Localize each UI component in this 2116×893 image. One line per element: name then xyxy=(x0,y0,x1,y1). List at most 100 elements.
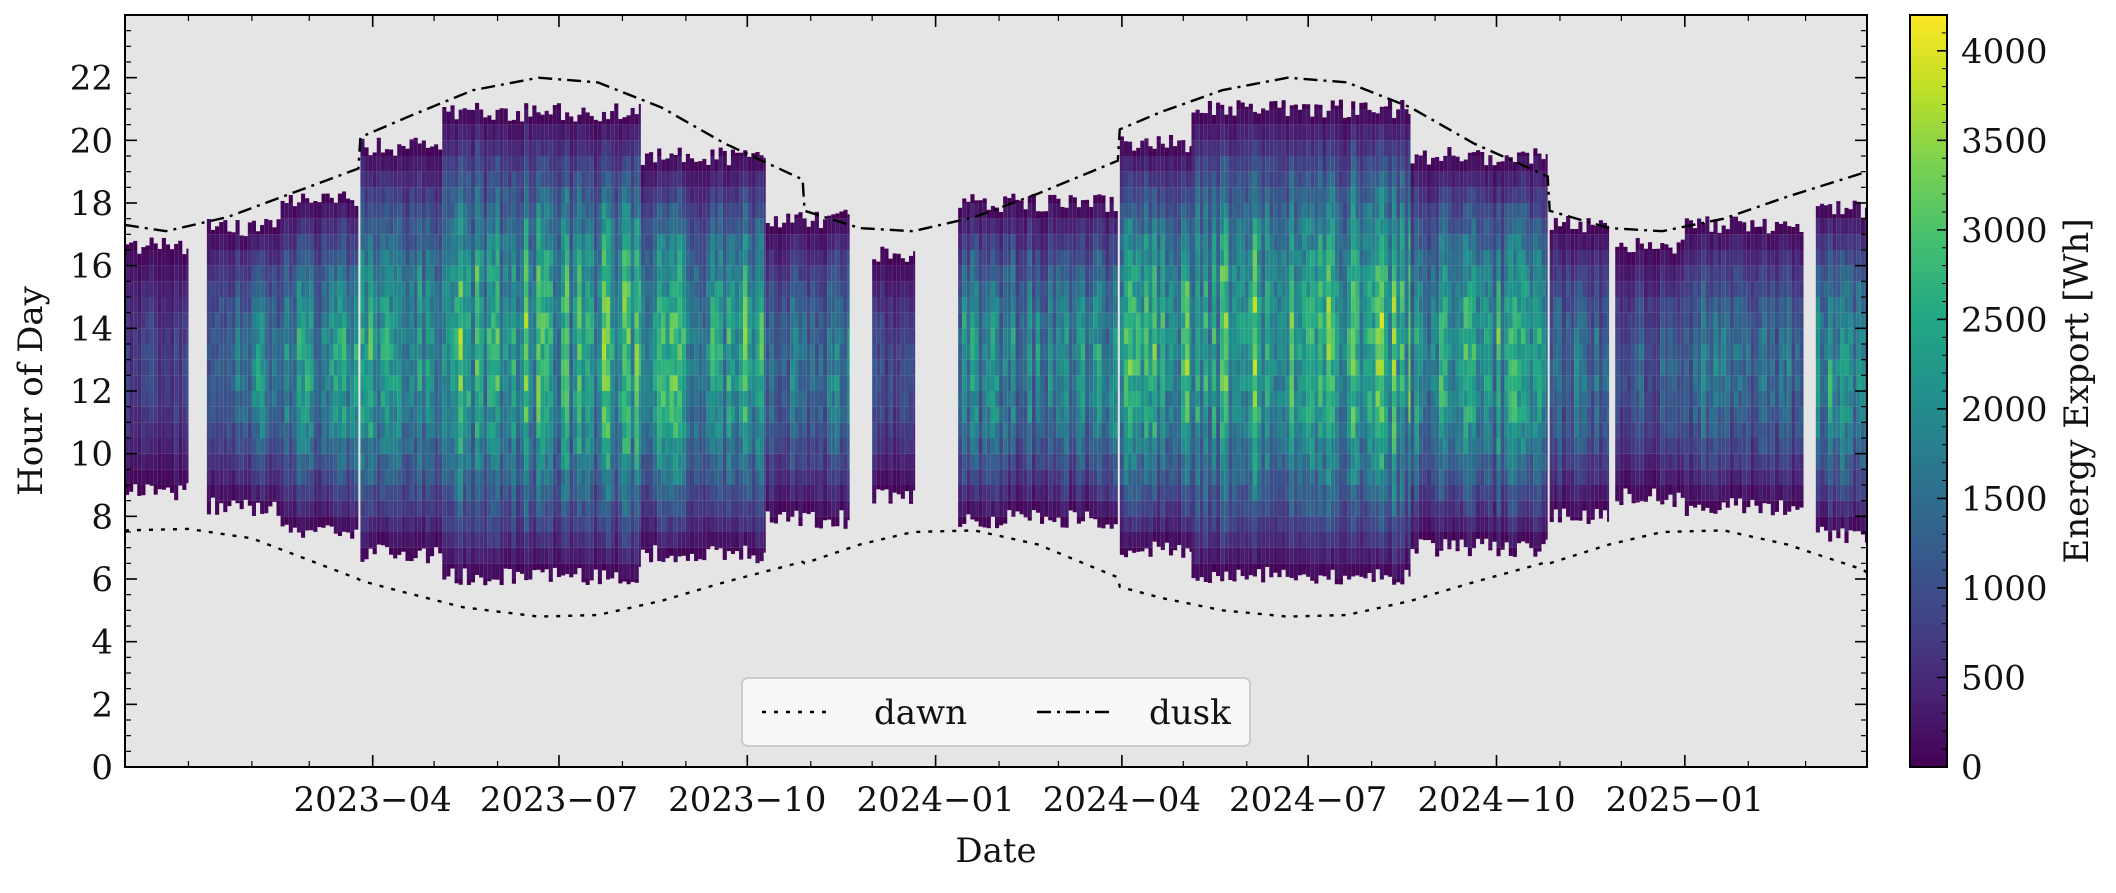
heatmap-cell xyxy=(561,407,565,423)
heatmap-cell xyxy=(446,140,450,156)
heatmap-cell xyxy=(524,172,528,188)
heatmap-cell xyxy=(137,266,141,282)
heatmap-cell xyxy=(305,501,309,517)
heatmap-cell xyxy=(565,501,569,517)
heatmap-cell xyxy=(657,266,661,282)
heatmap-cell xyxy=(897,485,901,494)
heatmap-cell xyxy=(401,203,405,219)
heatmap-cell xyxy=(848,250,850,266)
heatmap-cell xyxy=(905,297,909,313)
heatmap-cell xyxy=(467,156,471,172)
heatmap-cell xyxy=(962,344,966,360)
heatmap-cell xyxy=(463,297,467,313)
heatmap-cell xyxy=(350,203,354,219)
heatmap-cell xyxy=(231,438,235,454)
heatmap-cell xyxy=(1036,211,1040,218)
heatmap-cell xyxy=(803,250,807,266)
heatmap-cell xyxy=(227,391,231,407)
heatmap-cell xyxy=(635,375,639,391)
heatmap-cell xyxy=(487,125,491,141)
heatmap-cell xyxy=(545,281,549,297)
heatmap-cell xyxy=(565,187,569,203)
heatmap-cell xyxy=(541,422,545,438)
heatmap-cell xyxy=(645,203,649,219)
heatmap-cell xyxy=(594,297,598,313)
heatmap-cell xyxy=(983,198,987,203)
heatmap-cell xyxy=(430,313,434,329)
heatmap-cell xyxy=(389,344,393,360)
heatmap-cell xyxy=(491,266,495,282)
heatmap-cell xyxy=(702,501,706,517)
heatmap-cell xyxy=(479,140,483,156)
heatmap-cell xyxy=(438,422,442,438)
heatmap-cell xyxy=(1011,391,1015,407)
heatmap-cell xyxy=(549,438,553,454)
heatmap-cell xyxy=(219,485,223,501)
heatmap-cell xyxy=(639,109,641,125)
heatmap-cell xyxy=(966,469,970,485)
heatmap-cell xyxy=(346,407,350,423)
heatmap-cell xyxy=(739,438,743,454)
heatmap-cell xyxy=(240,250,244,266)
heatmap-cell xyxy=(459,156,463,172)
heatmap-cell xyxy=(467,344,471,360)
heatmap-cell xyxy=(674,250,678,266)
heatmap-cell xyxy=(815,391,819,407)
heatmap-cell xyxy=(289,532,293,533)
heatmap-cell xyxy=(297,266,301,282)
heatmap-cell xyxy=(581,234,585,250)
heatmap-cell xyxy=(1032,344,1036,360)
heatmap-cell xyxy=(215,485,219,501)
heatmap-cell xyxy=(594,313,598,329)
heatmap-cell xyxy=(1011,297,1015,313)
heatmap-cell xyxy=(598,469,602,485)
heatmap-cell xyxy=(569,172,573,188)
heatmap-cell xyxy=(739,234,743,250)
heatmap-cell xyxy=(641,219,645,235)
heatmap-cell xyxy=(330,266,334,282)
heatmap-cell xyxy=(227,422,231,438)
heatmap-cell xyxy=(586,485,590,501)
heatmap-cell xyxy=(455,407,459,423)
heatmap-cell xyxy=(1044,454,1048,470)
heatmap-cell xyxy=(958,344,962,360)
heatmap-cell xyxy=(326,407,330,423)
heatmap-cell xyxy=(872,469,876,485)
heatmap-cell xyxy=(823,391,827,407)
heatmap-cell xyxy=(483,344,487,360)
heatmap-cell xyxy=(536,266,540,282)
heatmap-cell xyxy=(256,360,260,376)
heatmap-cell xyxy=(1011,469,1015,485)
heatmap-cell xyxy=(520,172,524,188)
heatmap-cell xyxy=(309,313,313,329)
heatmap-cell xyxy=(459,313,463,329)
heatmap-cell xyxy=(422,501,426,517)
heatmap-cell xyxy=(747,157,751,172)
heatmap-cell xyxy=(410,203,414,219)
heatmap-cell xyxy=(710,266,714,282)
heatmap-cell xyxy=(236,375,240,391)
heatmap-cell xyxy=(966,391,970,407)
heatmap-cell xyxy=(240,407,244,423)
heatmap-cell xyxy=(211,344,215,360)
heatmap-cell xyxy=(305,313,309,329)
heatmap-cell xyxy=(590,438,594,454)
heatmap-cell xyxy=(889,485,893,501)
heatmap-cell xyxy=(606,156,610,172)
heatmap-cell xyxy=(731,172,735,188)
heatmap-cell xyxy=(446,281,450,297)
heatmap-cell xyxy=(627,203,631,219)
heatmap-cell xyxy=(1032,250,1036,266)
heatmap-cell xyxy=(743,391,747,407)
heatmap-cell xyxy=(598,532,602,548)
heatmap-cell xyxy=(418,234,422,250)
heatmap-cell xyxy=(577,140,581,156)
heatmap-cell xyxy=(297,516,301,532)
heatmap-cell xyxy=(657,281,661,297)
heatmap-cell xyxy=(1028,375,1032,391)
heatmap-cell xyxy=(385,501,389,517)
heatmap-cell xyxy=(751,532,755,548)
heatmap-cell xyxy=(872,328,876,344)
heatmap-cell xyxy=(313,375,317,391)
heatmap-cell xyxy=(807,360,811,376)
